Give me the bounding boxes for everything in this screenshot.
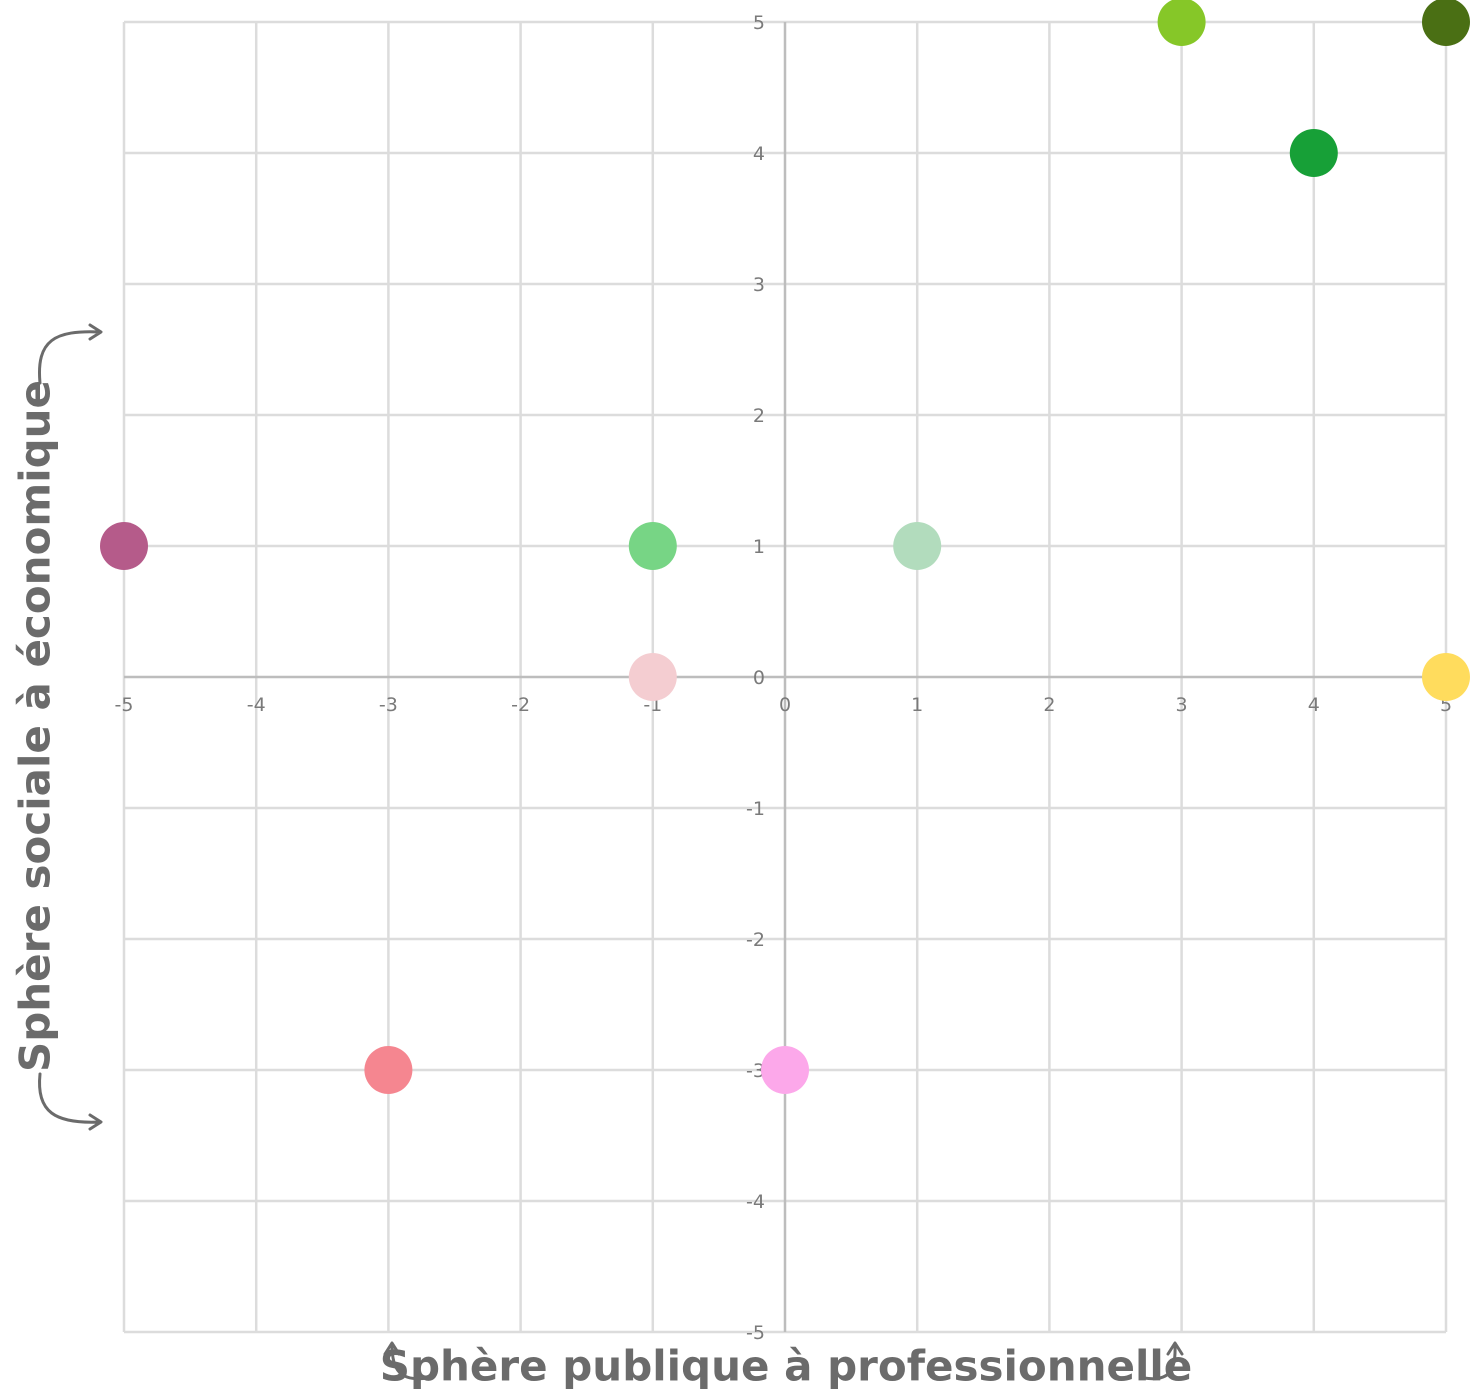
y-tick-label: 4 (753, 143, 765, 165)
y-tick-label: 1 (753, 536, 765, 558)
y-axis-upper-arrow-icon (37, 323, 103, 385)
data-point (893, 522, 942, 570)
data-point (1289, 129, 1338, 177)
x-tick-label: 4 (1308, 694, 1320, 716)
x-axis-right-arrow-icon (1142, 1341, 1184, 1381)
y-tick-label: 3 (753, 274, 765, 296)
y-tick-label: -3 (746, 1060, 765, 1082)
x-tick-label: -2 (511, 694, 530, 716)
axes (124, 22, 1446, 1332)
y-tick-label: 2 (753, 405, 765, 427)
data-point (761, 1046, 809, 1094)
x-tick-label: 2 (1043, 694, 1055, 716)
y-axis-title: Sphère sociale à économique (11, 380, 60, 1072)
x-tick-label: -4 (247, 694, 266, 716)
y-tick-label: 5 (753, 12, 765, 34)
data-points (100, 0, 1470, 1094)
data-point (100, 522, 148, 570)
data-point (628, 653, 677, 701)
y-axis-title-group: Sphère sociale à économique (11, 323, 103, 1131)
data-point (364, 1046, 413, 1094)
y-axis-lower-arrow-icon (37, 1072, 103, 1131)
y-tick-label: -5 (746, 1322, 765, 1344)
x-axis-title-group: Sphère publique à professionnelle (380, 1341, 1193, 1391)
y-tick-label: -4 (746, 1191, 765, 1213)
x-tick-label: -5 (115, 694, 134, 716)
data-point (1422, 653, 1470, 701)
x-tick-label: 0 (779, 694, 791, 716)
x-tick-label: 1 (911, 694, 923, 716)
y-tick-label: -1 (746, 798, 765, 820)
data-point (1422, 0, 1470, 46)
x-tick-label: 3 (1176, 694, 1188, 716)
y-tick-label: 0 (753, 667, 765, 689)
x-axis-left-arrow-icon (383, 1341, 430, 1381)
x-tick-label: -3 (379, 694, 398, 716)
x-axis-title: Sphère publique à professionnelle (380, 1342, 1193, 1391)
data-point (628, 522, 677, 570)
data-point (1157, 0, 1206, 46)
y-tick-label: -2 (746, 929, 765, 951)
